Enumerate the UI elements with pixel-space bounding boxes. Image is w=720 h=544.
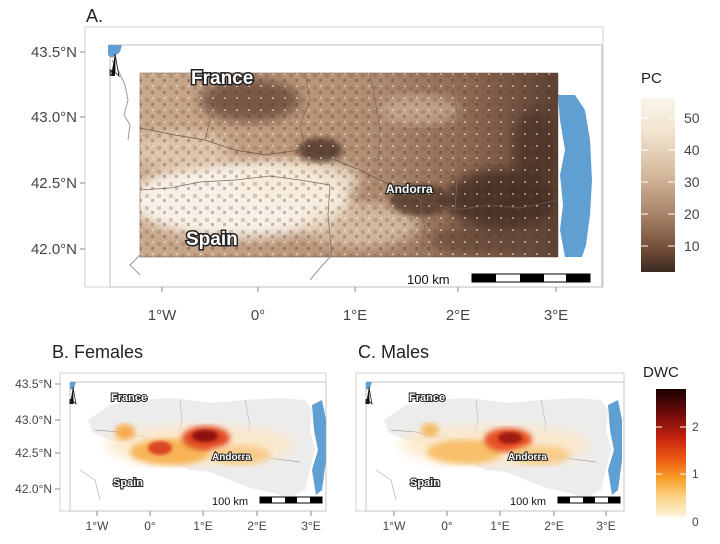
dwc-legend: DWC 2 1 0 — [643, 364, 699, 529]
pc-raster — [140, 73, 558, 257]
panel-b-xtick-3: 2°E — [247, 519, 266, 533]
panel-a-y-axis: 43.5°N 43.0°N 42.5°N 42.0°N — [31, 44, 77, 258]
dwc-legend-tick-0: 0 — [692, 515, 699, 529]
sea-b — [312, 400, 326, 495]
scale-bar-a-label: 100 km — [407, 272, 450, 287]
panel-c-xtick-4: 3°E — [596, 519, 615, 533]
place-label-france-c: France — [409, 392, 445, 404]
panel-b-xtick-0: 1°W — [86, 519, 109, 533]
pc-raster-border — [139, 72, 559, 258]
scale-bar-a: 100 km — [407, 272, 591, 287]
panel-b-label: B. Females — [52, 342, 143, 362]
pc-legend: PC 50 40 30 20 10 — [641, 70, 700, 272]
panel-b-ytick-2: 42.5°N — [15, 446, 52, 460]
panel-c-xtick-2: 1°E — [490, 519, 509, 533]
panel-a-label: A. — [86, 6, 103, 26]
sea-b-nw — [70, 382, 76, 390]
dwc-legend-colorbar — [656, 389, 686, 517]
pc-legend-tick-40: 40 — [684, 142, 700, 158]
pc-legend-title: PC — [641, 70, 662, 87]
sea-c — [608, 400, 622, 495]
north-arrow-c: N — [365, 386, 373, 406]
panel-a-ytick-3: 42.0°N — [31, 241, 77, 258]
pc-legend-tick-50: 50 — [684, 110, 700, 126]
place-label-andorra-b: Andorra — [212, 452, 251, 463]
north-arrow-b: N — [69, 386, 77, 406]
border-a-sw — [129, 254, 141, 276]
panel-a-y-tickmarks — [80, 51, 85, 250]
svg-text:N: N — [69, 399, 74, 406]
panel-c-label: C. Males — [358, 342, 429, 362]
dwc-legend-title: DWC — [643, 364, 679, 381]
panel-b-xtick-2: 1°E — [193, 519, 212, 533]
border-a-s — [309, 256, 331, 281]
panel-b-y-tickmarks — [55, 383, 60, 490]
panel-c-x-axis: 1°W 0° 1°E 2°E 3°E — [383, 519, 616, 533]
panel-a-ytick-2: 42.5°N — [31, 175, 77, 192]
sea-a — [558, 95, 592, 257]
border-b-4 — [79, 469, 101, 501]
pc-legend-colorbar — [641, 98, 675, 272]
pc-legend-tick-30: 30 — [684, 174, 700, 190]
panel-b: B. Females N France Spain And — [15, 342, 327, 533]
pc-legend-tick-20: 20 — [684, 206, 700, 222]
place-label-spain-b: Spain — [113, 477, 143, 489]
north-arrow-a: N — [109, 53, 120, 78]
panel-b-xtick-1: 0° — [144, 519, 156, 533]
panel-a-xtick-2: 1°E — [343, 307, 367, 324]
panel-c-xtick-1: 0° — [441, 519, 453, 533]
panel-b-y-axis: 43.5°N 43.0°N 42.5°N 42.0°N — [15, 377, 52, 496]
panel-b-ytick-0: 43.5°N — [15, 377, 52, 391]
panel-c-x-tickmarks — [393, 511, 607, 516]
scale-bar-b: 100 km — [212, 496, 323, 508]
dwc-raster-c — [400, 423, 590, 465]
place-label-france-b: France — [111, 392, 147, 404]
panel-a-ytick-1: 43.0°N — [31, 109, 77, 126]
panel-c: C. Males N France Spain Andorra 100 km — [355, 342, 625, 533]
panel-c-xtick-3: 2°E — [544, 519, 563, 533]
panel-a-x-axis: 1°W 0° 1°E 2°E 3°E — [148, 307, 568, 324]
dwc-legend-tick-1: 1 — [692, 467, 699, 481]
scale-bar-b-label: 100 km — [212, 496, 248, 508]
panel-a-xtick-1: 0° — [251, 307, 265, 324]
panel-a-xtick-3: 2°E — [446, 307, 470, 324]
panel-c-map-extent — [365, 381, 625, 512]
panel-b-x-axis: 1°W 0° 1°E 2°E 3°E — [86, 519, 321, 533]
svg-text:N: N — [365, 399, 370, 406]
sea-a-nw — [108, 45, 122, 58]
sea-c-nw — [366, 382, 372, 390]
scale-bar-c: 100 km — [510, 496, 621, 508]
panel-c-xtick-0: 1°W — [383, 519, 406, 533]
panel-b-ytick-3: 42.0°N — [15, 482, 52, 496]
place-label-spain-c: Spain — [410, 477, 440, 489]
place-label-andorra-c: Andorra — [508, 452, 547, 463]
dwc-raster-b — [105, 424, 295, 465]
place-label-france-a: France — [191, 68, 253, 89]
panel-b-x-tickmarks — [96, 511, 312, 516]
panel-a-map-extent — [109, 44, 603, 288]
panel-a-ytick-0: 43.5°N — [31, 44, 77, 61]
svg-text:N: N — [109, 68, 116, 78]
panel-a-xtick-0: 1°W — [148, 307, 177, 324]
place-label-spain-a: Spain — [186, 229, 238, 250]
pc-legend-tick-10: 10 — [684, 238, 700, 254]
scale-bar-c-label: 100 km — [510, 496, 546, 508]
panel-b-ytick-1: 43.0°N — [15, 413, 52, 427]
panel-b-xtick-4: 3°E — [301, 519, 320, 533]
dwc-legend-tick-2: 2 — [692, 420, 699, 434]
panel-a: A. — [31, 6, 700, 324]
panel-a-x-tickmarks — [161, 287, 557, 292]
panel-a-xtick-4: 3°E — [544, 307, 568, 324]
border-c-4 — [375, 469, 397, 501]
place-label-andorra-a: Andorra — [386, 182, 433, 196]
